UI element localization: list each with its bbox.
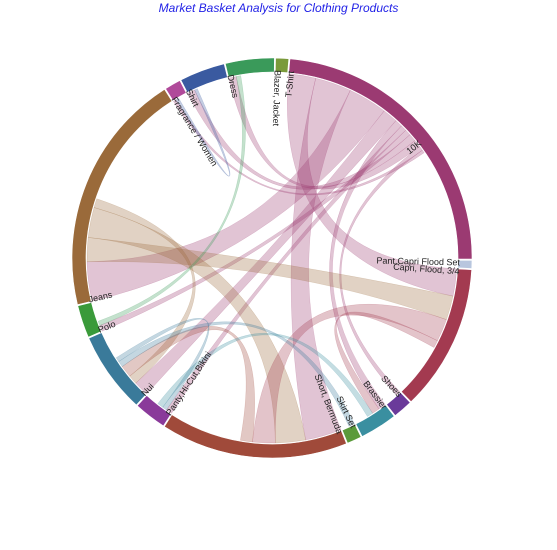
arc-brassier (355, 404, 395, 437)
arc-polo (77, 302, 102, 338)
ribbon-jeans-short-bermuda (87, 207, 306, 444)
label-capri-flood-3-4: Capri, Flood, 3/4 (393, 262, 460, 277)
arc-shirt (180, 63, 228, 93)
ribbon-t-shirt-capri-flood-3-4 (287, 73, 457, 297)
arc-t-shirt (288, 58, 473, 260)
arc-shoes (386, 392, 411, 416)
chart-title: Market Basket Analysis for Clothing Prod… (158, 1, 399, 15)
arc-fragrance-women (165, 80, 187, 101)
arc-panty-hi-cut-bikini (136, 395, 172, 427)
ribbon-t-shirt-short-bermuda (290, 77, 351, 441)
ribbon-t-shirt-panty-hi-cut-bikini (166, 125, 407, 414)
ribbon-t-shirt-shoes (339, 146, 423, 396)
arc-jeans (71, 88, 173, 306)
ribbon-nui-skirt-set (118, 321, 355, 427)
ribbon-t-shirt-jeans (86, 90, 385, 302)
ribbon-brassier-panty-hi-cut-bikini (157, 333, 373, 417)
label-pant-capri-flood-set: Pant,Capri Flood Set (376, 255, 460, 267)
arc-skirt-set (341, 424, 362, 444)
arc-dress (224, 57, 275, 78)
ribbon-t-shirt-brassier (329, 120, 402, 410)
ribbon-t-shirt-fragrance-women (173, 99, 425, 196)
ribbon-dress-polo (97, 75, 246, 326)
arc-blazer-jacket (275, 57, 290, 73)
arc-nui (88, 332, 147, 406)
ribbon-capri-flood-3-4-brassier (334, 311, 438, 414)
label-blazer-jacket: Blazer, Jacket (271, 70, 283, 127)
ribbon-t-shirt-polo (99, 129, 411, 332)
ribbon-capri-flood-3-4-short-bermuda (252, 304, 447, 444)
ribbon-jeans-capri-flood-3-4 (86, 237, 454, 320)
arc-short-bermuda (163, 414, 347, 459)
label-t-shirt: T-Shirt (283, 70, 296, 98)
ribbon-shirt-fragrance-women (175, 88, 231, 177)
ribbon-short-bermuda-nui (121, 326, 255, 443)
ribbon-t-shirt-nui (135, 110, 397, 395)
arc-capri-flood-3-4 (400, 268, 472, 403)
ribbons-layer (86, 73, 457, 444)
arc-pant-capri-flood-set (457, 259, 473, 269)
arcs-layer (71, 57, 473, 459)
ribbon-t-shirt-shirt (187, 89, 416, 190)
